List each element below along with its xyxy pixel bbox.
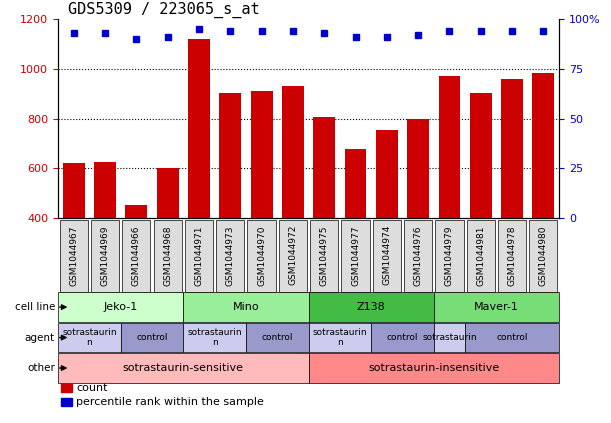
Bar xyxy=(407,119,429,318)
Bar xyxy=(532,73,554,318)
FancyBboxPatch shape xyxy=(60,220,88,291)
Bar xyxy=(125,205,147,318)
FancyBboxPatch shape xyxy=(246,323,309,352)
Text: Z138: Z138 xyxy=(357,302,386,312)
Bar xyxy=(188,39,210,318)
Text: cell line: cell line xyxy=(15,302,55,312)
Bar xyxy=(439,76,461,318)
Text: Mino: Mino xyxy=(233,302,259,312)
FancyBboxPatch shape xyxy=(153,220,181,291)
Bar xyxy=(63,163,85,318)
Text: GSM1044973: GSM1044973 xyxy=(226,225,235,286)
FancyBboxPatch shape xyxy=(122,220,150,291)
Text: GSM1044967: GSM1044967 xyxy=(69,225,78,286)
Text: GSM1044969: GSM1044969 xyxy=(101,225,109,286)
FancyBboxPatch shape xyxy=(183,323,246,352)
Text: GSM1044970: GSM1044970 xyxy=(257,225,266,286)
FancyBboxPatch shape xyxy=(185,220,213,291)
Text: other: other xyxy=(27,363,55,373)
Text: sotrastaurin-sensitive: sotrastaurin-sensitive xyxy=(123,363,244,373)
Text: Maver-1: Maver-1 xyxy=(474,302,519,312)
Bar xyxy=(282,86,304,318)
FancyBboxPatch shape xyxy=(309,323,371,352)
Text: GSM1044972: GSM1044972 xyxy=(288,225,298,286)
FancyBboxPatch shape xyxy=(529,220,557,291)
FancyBboxPatch shape xyxy=(58,292,183,322)
Text: count: count xyxy=(76,383,108,393)
Text: sotrastaurin: sotrastaurin xyxy=(422,333,477,342)
FancyBboxPatch shape xyxy=(58,323,121,352)
Text: control: control xyxy=(262,333,293,342)
FancyBboxPatch shape xyxy=(183,292,309,322)
FancyBboxPatch shape xyxy=(498,220,526,291)
FancyBboxPatch shape xyxy=(373,220,401,291)
Bar xyxy=(345,148,367,318)
Bar xyxy=(61,398,72,406)
FancyBboxPatch shape xyxy=(310,220,338,291)
Text: Jeko-1: Jeko-1 xyxy=(103,302,138,312)
Text: GSM1044971: GSM1044971 xyxy=(194,225,203,286)
Bar xyxy=(61,384,72,392)
Bar xyxy=(156,168,178,318)
Text: GSM1044976: GSM1044976 xyxy=(414,225,423,286)
Text: GSM1044977: GSM1044977 xyxy=(351,225,360,286)
Bar xyxy=(313,118,335,318)
FancyBboxPatch shape xyxy=(309,292,434,322)
Text: control: control xyxy=(496,333,528,342)
FancyBboxPatch shape xyxy=(121,323,183,352)
FancyBboxPatch shape xyxy=(404,220,432,291)
Text: GSM1044974: GSM1044974 xyxy=(382,225,391,286)
Text: GSM1044981: GSM1044981 xyxy=(477,225,485,286)
FancyBboxPatch shape xyxy=(467,220,495,291)
Text: GDS5309 / 223065_s_at: GDS5309 / 223065_s_at xyxy=(68,1,260,18)
Text: GSM1044966: GSM1044966 xyxy=(132,225,141,286)
Text: sotrastaurin-insensitive: sotrastaurin-insensitive xyxy=(368,363,499,373)
FancyBboxPatch shape xyxy=(371,323,434,352)
Text: GSM1044968: GSM1044968 xyxy=(163,225,172,286)
Text: sotrastaurin
n: sotrastaurin n xyxy=(313,328,367,347)
Text: sotrastaurin
n: sotrastaurin n xyxy=(188,328,242,347)
FancyBboxPatch shape xyxy=(434,292,559,322)
Bar xyxy=(251,91,273,318)
FancyBboxPatch shape xyxy=(436,220,464,291)
Text: agent: agent xyxy=(25,332,55,343)
Text: percentile rank within the sample: percentile rank within the sample xyxy=(76,397,264,407)
Text: sotrastaurin
n: sotrastaurin n xyxy=(62,328,117,347)
Bar xyxy=(376,130,398,318)
FancyBboxPatch shape xyxy=(247,220,276,291)
FancyBboxPatch shape xyxy=(216,220,244,291)
Text: GSM1044978: GSM1044978 xyxy=(508,225,516,286)
FancyBboxPatch shape xyxy=(279,220,307,291)
FancyBboxPatch shape xyxy=(58,353,309,383)
FancyBboxPatch shape xyxy=(465,323,559,352)
Text: GSM1044979: GSM1044979 xyxy=(445,225,454,286)
Text: control: control xyxy=(136,333,168,342)
FancyBboxPatch shape xyxy=(91,220,119,291)
Bar xyxy=(470,93,492,318)
Bar xyxy=(94,162,116,318)
Text: GSM1044980: GSM1044980 xyxy=(539,225,548,286)
Text: control: control xyxy=(387,333,419,342)
Bar xyxy=(501,79,523,318)
FancyBboxPatch shape xyxy=(434,323,465,352)
Text: GSM1044975: GSM1044975 xyxy=(320,225,329,286)
FancyBboxPatch shape xyxy=(342,220,370,291)
Bar xyxy=(219,93,241,318)
FancyBboxPatch shape xyxy=(309,353,559,383)
